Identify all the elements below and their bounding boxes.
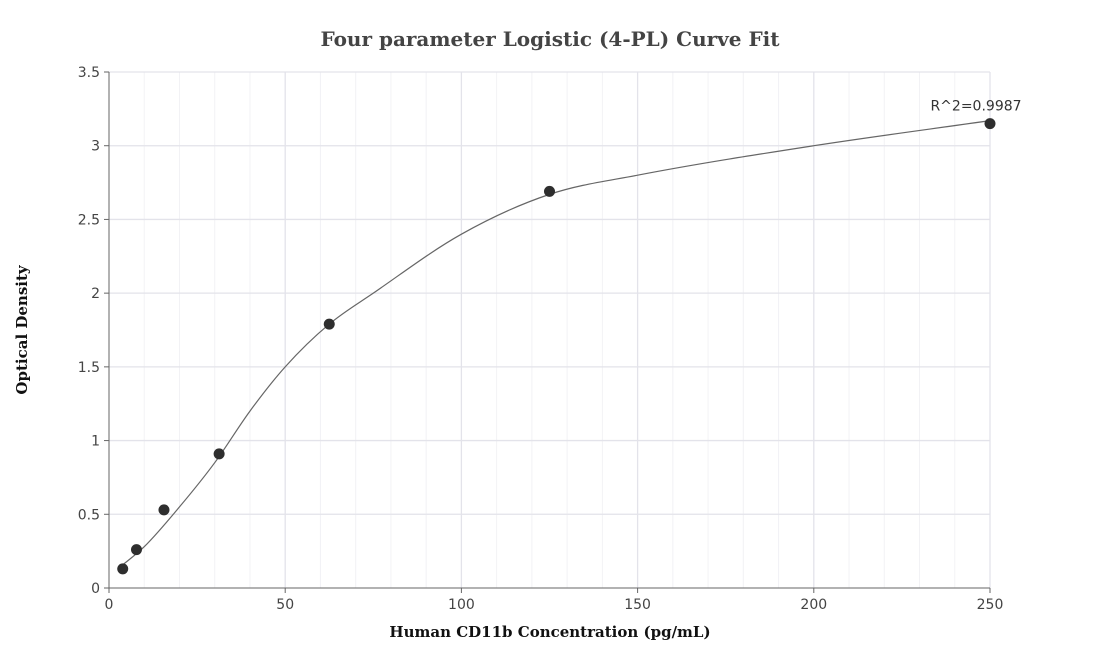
data-points	[117, 118, 996, 575]
data-point	[984, 118, 996, 130]
x-tick-label: 0	[105, 597, 114, 613]
y-tick-label: 0.5	[78, 507, 100, 523]
y-tick-label: 3	[91, 139, 100, 155]
axes: 0 50 100 150 200 250 0 0.5 1 1.5 2 2.5 3 3.5	[78, 65, 1004, 613]
y-tick-label: 2	[91, 286, 100, 302]
y-tick-label: 1.5	[78, 360, 100, 376]
data-point	[158, 504, 170, 516]
data-point	[117, 563, 129, 575]
grid	[109, 71, 991, 588]
y-tick-label: 3.5	[78, 65, 100, 81]
data-point	[213, 448, 225, 460]
x-tick-label: 150	[624, 597, 651, 613]
x-tick-label: 100	[448, 597, 475, 613]
data-point	[130, 544, 142, 556]
r-squared-annotation: R^2=0.9987	[930, 99, 1021, 115]
y-axis-label: Optical Density	[13, 264, 31, 394]
data-point	[544, 185, 555, 197]
data-point	[323, 318, 335, 330]
fit-curve-layer	[119, 120, 991, 568]
chart-title: Four parameter Logistic (4-PL) Curve Fit	[320, 27, 780, 51]
y-tick-label: 2.5	[78, 212, 100, 228]
y-tick-label: 1	[91, 434, 100, 450]
x-tick-label: 50	[276, 597, 294, 613]
x-tick-label: 200	[800, 597, 827, 613]
annotations: R^2=0.9987	[930, 99, 1021, 115]
x-axis-label: Human CD11b Concentration (pg/mL)	[389, 623, 710, 641]
fit-curve	[119, 120, 991, 568]
x-tick-label: 250	[977, 597, 1004, 613]
y-tick-label: 0	[91, 581, 100, 597]
